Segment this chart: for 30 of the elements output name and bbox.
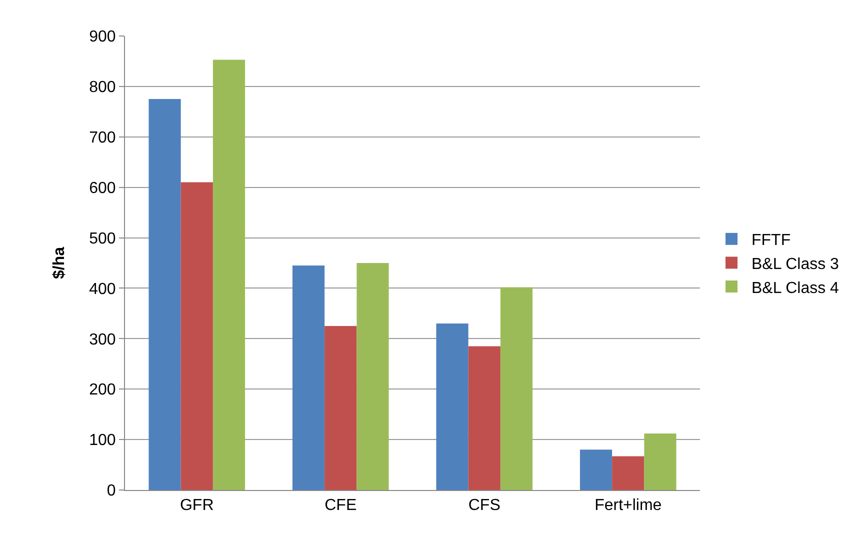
- bar: [580, 450, 612, 490]
- y-axis-title: $/ha: [50, 246, 68, 280]
- legend-label: B&L Class 3: [752, 256, 840, 273]
- y-tick-label: 200: [89, 382, 116, 399]
- bar: [500, 287, 533, 490]
- y-tick-label: 800: [89, 79, 116, 96]
- y-tick-label: 100: [89, 432, 116, 450]
- y-tick-label: 900: [89, 28, 116, 46]
- bar: [436, 324, 468, 490]
- y-tick-label: 700: [89, 129, 116, 146]
- y-tick-label: 600: [89, 180, 116, 197]
- bar: [212, 60, 246, 490]
- bar: [612, 456, 644, 490]
- bar: [148, 99, 181, 490]
- bar: [644, 434, 676, 490]
- bar: [324, 326, 357, 490]
- x-tick-label: CFS: [468, 497, 500, 514]
- x-tick-label: CFE: [324, 497, 357, 514]
- x-tick-label: GFR: [180, 497, 214, 514]
- y-tick-label: 400: [89, 280, 116, 298]
- bar: [468, 346, 500, 490]
- bar: [356, 263, 389, 490]
- x-tick-label: Fert+lime: [594, 497, 662, 514]
- legend-label: FFTF: [752, 232, 791, 250]
- bar: [180, 182, 213, 490]
- bar: [292, 266, 325, 490]
- legend-label: B&L Class 4: [752, 280, 840, 297]
- y-tick-label: 0: [106, 482, 116, 500]
- y-tick-label: 500: [89, 230, 116, 248]
- y-tick-label: 300: [89, 331, 116, 348]
